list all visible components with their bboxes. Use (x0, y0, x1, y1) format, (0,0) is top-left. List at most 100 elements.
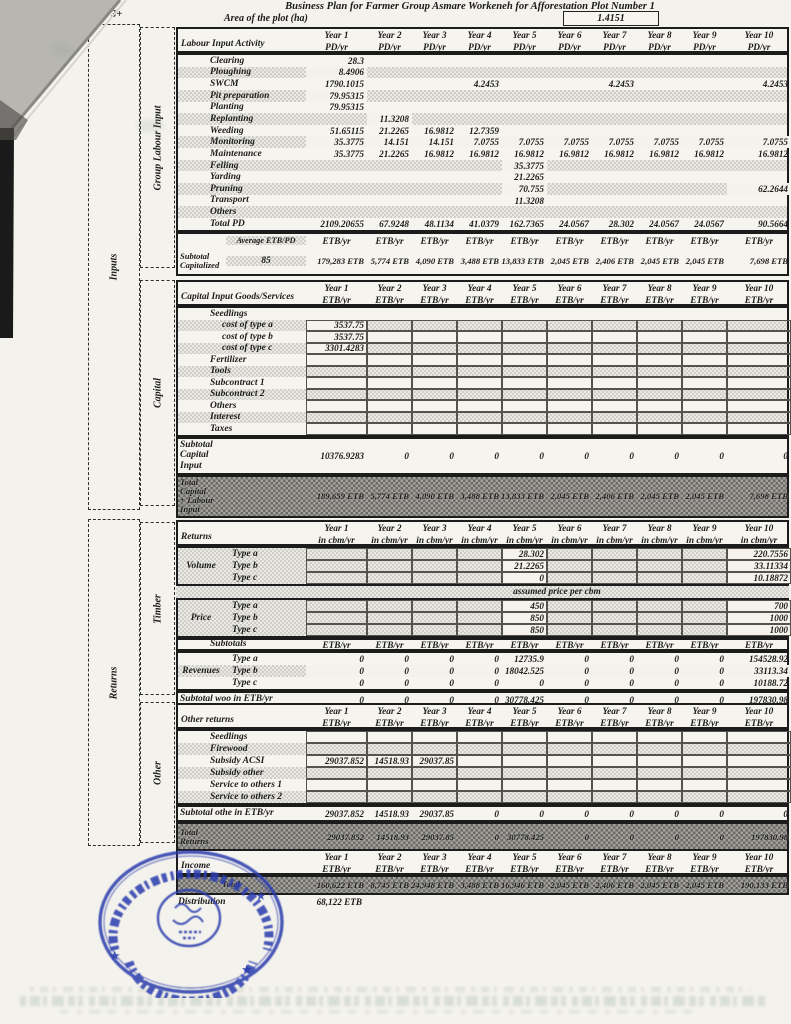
year-label: Year 1 (324, 524, 349, 534)
cell (547, 195, 592, 207)
cell (457, 423, 502, 435)
cell: 154528.92 (748, 654, 788, 664)
cell (412, 183, 457, 195)
cell (502, 78, 547, 90)
cell (637, 400, 682, 412)
cell (592, 731, 637, 743)
cell (412, 206, 457, 218)
row-label-text: Subtotals (210, 639, 247, 650)
cell: 190,133 ETB (740, 880, 788, 890)
cell (502, 102, 547, 114)
cell: 48.1134 (424, 218, 454, 229)
unit-label: ETB/yr (375, 296, 404, 306)
cell: 35.3775 (334, 148, 364, 159)
year-label: Year 7 (602, 31, 627, 41)
row-label-text: Type a (232, 549, 258, 559)
year-label: Year 8 (647, 284, 672, 294)
cell (367, 612, 412, 624)
cell: 0 (674, 654, 679, 664)
cell (727, 423, 791, 435)
cell (592, 548, 637, 560)
cell: 0 (494, 450, 499, 461)
cell (306, 171, 367, 183)
cell (637, 102, 682, 114)
unit-cell: ETB/yr (420, 639, 449, 650)
cell (592, 624, 637, 636)
inputs-bracket-label: Inputs (108, 253, 120, 281)
cell (367, 791, 412, 803)
year-header: Year 2 ETB/yr (367, 851, 412, 875)
unit-label: in cbm/yr (641, 536, 678, 546)
row-label: Type c (178, 572, 306, 584)
cell (367, 206, 412, 218)
row-label-text: Type a (232, 601, 258, 611)
cell (547, 400, 592, 412)
cell (682, 354, 727, 366)
cell (457, 55, 502, 67)
cell: 0 (359, 678, 364, 688)
cell (367, 388, 412, 400)
year-header: Year 10 in cbm/yr (727, 522, 791, 546)
cell (457, 160, 502, 172)
cell: 0 (629, 654, 634, 664)
cell (637, 767, 682, 779)
cell (502, 731, 547, 743)
cell (682, 183, 727, 195)
cell: 0 (449, 654, 454, 664)
cell: 16.9812 (514, 148, 544, 159)
cell (457, 560, 502, 572)
year-header: Year 9 ETB/yr (682, 282, 727, 306)
cell (682, 90, 727, 102)
section-header: Capital Input Goods/Services Year 1 ETB/yr… (176, 280, 789, 306)
row-label-text: Subtotal Capitalized (180, 250, 220, 270)
row-label: Type a (178, 653, 306, 665)
group-labour-bracket-label: Group Labour Input (152, 104, 163, 191)
cell (592, 113, 637, 125)
cell: 0 (629, 808, 634, 819)
rows-block: Seedlings cost of type a 3537.75 cost of ty… (176, 306, 791, 437)
cell: 18042.525 (502, 665, 547, 677)
section-header: Returns Year 1 in cbm/yr Year 2 in cbm/yr Yea… (176, 520, 789, 546)
cell (367, 331, 412, 343)
table-row: Others (178, 206, 787, 218)
cell (547, 308, 592, 320)
year-header: Year 6 in cbm/yr (547, 522, 592, 546)
cell (547, 423, 592, 435)
cell (502, 791, 547, 803)
cell (727, 767, 791, 779)
year-label: Year 6 (557, 284, 582, 294)
year-label: Year 8 (647, 853, 672, 863)
cell: 2,045 ETB (640, 255, 679, 266)
cell: 220.7556 (727, 548, 791, 560)
cell (367, 779, 412, 791)
row-label: Volume Type b (178, 560, 306, 572)
cell: 67.9248 (379, 218, 409, 229)
cell: 2,045 ETB (550, 491, 589, 501)
cell (682, 78, 727, 90)
cell: 30778.425 (507, 832, 544, 842)
table-row: Transport 11.3208 (178, 195, 787, 207)
year-label: Year 3 (422, 284, 447, 294)
cell (682, 342, 727, 354)
year-label: Year 4 (467, 853, 492, 863)
cell (592, 767, 637, 779)
row-label-text: Yarding (210, 172, 241, 183)
unit-label: PD/yr (693, 43, 716, 53)
cell (502, 55, 547, 67)
cell (412, 743, 457, 755)
unit-label: ETB/yr (645, 296, 674, 306)
section-labour: Labour Input Activity Year 1 PD/yr Year 2 PD… (176, 27, 791, 232)
cell (727, 319, 791, 331)
cell: 11.3208 (367, 113, 412, 125)
cell: 0 (629, 678, 634, 688)
cell: 0 (494, 832, 499, 842)
row-label: Subcontract 1 (178, 377, 306, 389)
row-label: Clearing (178, 55, 306, 67)
cell (502, 755, 547, 767)
year-header: Year 1 PD/yr (306, 29, 367, 53)
cell: 7,698 ETB (749, 491, 788, 501)
band-text: assumed price per cbm (513, 587, 601, 597)
table-row: Service to others 2 (178, 791, 791, 803)
cell (306, 779, 367, 791)
rows-block: Type a 450 700 Price Type b 850 1000 Type c 850 1… (176, 598, 791, 638)
